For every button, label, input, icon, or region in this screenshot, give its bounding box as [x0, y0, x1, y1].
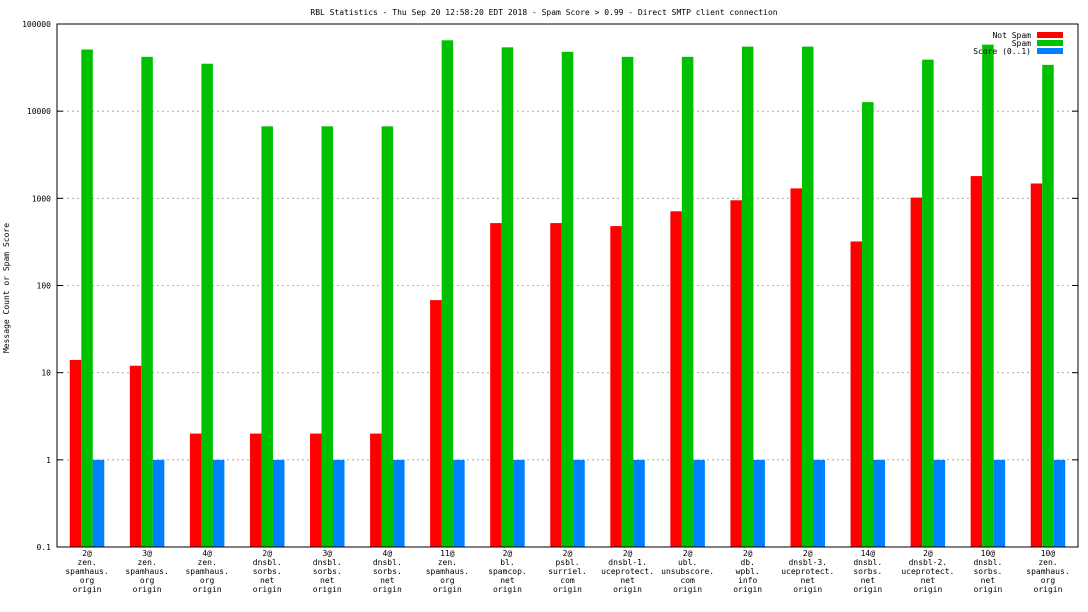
bar-not-spam — [129, 365, 142, 547]
legend-label: Spam — [1012, 39, 1031, 48]
bar-spam — [261, 126, 273, 547]
x-tick-label: 2@ zen. spamhaus. org origin — [65, 549, 108, 594]
bar-spam — [982, 44, 994, 548]
bar-score — [693, 459, 705, 547]
bar-score — [573, 459, 585, 547]
bar-not-spam — [1030, 183, 1043, 547]
bar-not-spam — [490, 223, 502, 547]
y-tick-label: 100000 — [22, 20, 51, 29]
bar-not-spam — [310, 433, 322, 547]
x-tick-label: 3@ zen. spamhaus. org origin — [125, 549, 168, 594]
bar-score — [873, 459, 886, 547]
x-tick-label: 14@ dnsbl. sorbs. net origin — [853, 549, 882, 594]
x-tick-label: 2@ dnsbl-1. uceprotect. net origin — [601, 549, 654, 594]
bar-spam — [741, 46, 754, 548]
bars-group — [69, 40, 1066, 548]
bar-spam — [501, 47, 514, 547]
y-tick-labels: 0.1 1 10 100 1000 10000 100000 — [22, 20, 51, 552]
y-tick-label: 0.1 — [37, 543, 52, 552]
y-tick-label: 10 — [41, 369, 51, 378]
x-tick-label: 2@ dnsbl-3. uceprotect. net origin — [781, 549, 834, 594]
bar-not-spam — [730, 200, 742, 547]
bar-score — [1053, 459, 1066, 547]
bar-spam — [621, 56, 634, 548]
bar-score — [813, 459, 825, 547]
bar-score — [212, 459, 225, 547]
bar-score — [453, 459, 465, 547]
x-tick-label: 11@ zen. spamhaus. org origin — [426, 549, 469, 594]
bar-spam — [141, 56, 153, 548]
x-tick-label: 3@ dnsbl. sorbs. net origin — [313, 549, 342, 594]
bar-spam — [862, 102, 874, 547]
x-tick-label: 2@ dnsbl. sorbs. net origin — [253, 549, 282, 594]
bar-spam — [441, 40, 454, 548]
y-tick-label: 1 — [46, 456, 51, 465]
x-tick-label: 4@ zen. spamhaus. org origin — [185, 549, 228, 594]
x-tick-label: 2@ dnsbl-2. uceprotect. net origin — [901, 549, 954, 594]
y-axis-label: Message Count or Spam Score — [2, 223, 11, 353]
bar-score — [933, 459, 946, 547]
bar-spam — [1042, 64, 1054, 548]
legend-label: Score (0..1) — [973, 47, 1031, 56]
bar-not-spam — [370, 433, 382, 547]
bar-not-spam — [790, 188, 802, 547]
bar-not-spam — [69, 359, 82, 547]
bar-score — [92, 459, 105, 547]
bar-spam — [321, 126, 334, 547]
chart-title: RBL Statistics - Thu Sep 20 12:58:20 EDT… — [310, 8, 777, 17]
bar-not-spam — [910, 197, 923, 547]
x-tick-label: 2@ db. wpbl. info origin — [733, 549, 762, 594]
y-tick-label: 100 — [37, 282, 52, 291]
bar-spam — [681, 56, 694, 548]
bar-not-spam — [850, 241, 863, 547]
x-tick-label: 2@ bl. spamcop. net origin — [488, 549, 527, 594]
bar-not-spam — [189, 433, 202, 547]
bar-spam — [81, 49, 93, 547]
x-tick-label: 2@ psbl. surriel. com origin — [548, 549, 587, 594]
bar-spam — [561, 51, 574, 548]
bar-spam — [381, 126, 394, 547]
x-tick-label: 4@ dnsbl. sorbs. net origin — [373, 549, 402, 594]
bar-score — [633, 459, 645, 547]
bar-score — [753, 459, 765, 547]
legend-swatch-not-spam — [1037, 32, 1063, 38]
bar-score — [272, 459, 285, 547]
bar-not-spam — [249, 433, 262, 547]
x-tick-label: 10@ dnsbl. sorbs. net origin — [973, 549, 1002, 594]
bar-not-spam — [610, 226, 622, 547]
plot-frame — [56, 23, 1079, 548]
bar-spam — [922, 59, 934, 547]
bar-not-spam — [670, 211, 682, 547]
bar-spam — [801, 46, 814, 548]
y-tick-label: 1000 — [32, 194, 51, 203]
bar-score — [513, 459, 525, 547]
bar-score — [993, 459, 1006, 547]
bar-score — [152, 459, 165, 547]
bar-not-spam — [550, 223, 562, 547]
legend-swatch-score — [1037, 48, 1063, 54]
bar-not-spam — [970, 176, 983, 547]
legend-label: Not Spam — [992, 31, 1031, 40]
bar-spam — [201, 63, 213, 548]
bar-not-spam — [430, 300, 442, 547]
bar-score — [333, 459, 345, 547]
legend-swatch-spam — [1037, 40, 1063, 46]
y-tick-label: 10000 — [27, 107, 51, 116]
x-tick-label: 2@ ubl. unsubscore. com origin — [661, 549, 714, 594]
bar-score — [393, 459, 405, 547]
x-tick-labels: 2@ zen. spamhaus. org origin 3@ zen. spamhaus. o… — [65, 549, 1069, 594]
x-tick-label: 10@ zen. spamhaus. org origin — [1026, 549, 1069, 594]
